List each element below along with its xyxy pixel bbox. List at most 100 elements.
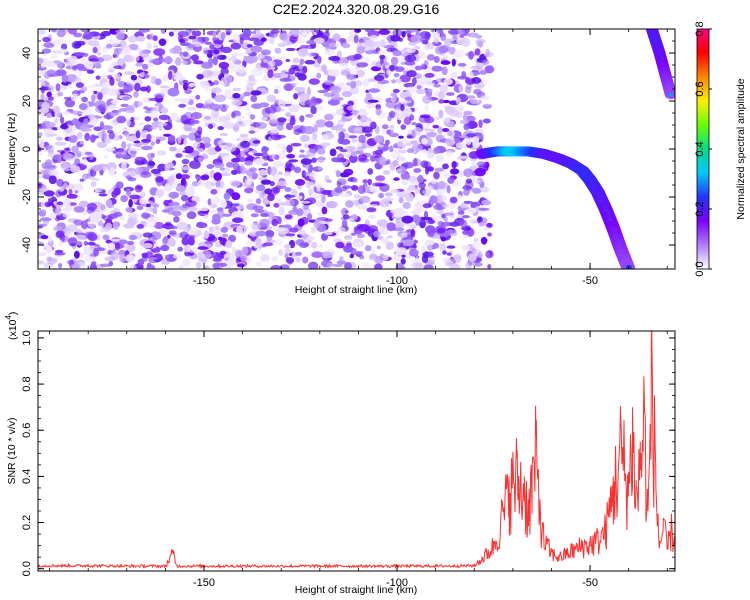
noise-speckle <box>404 96 413 101</box>
noise-speckle <box>74 234 87 240</box>
noise-speckle <box>204 41 212 45</box>
noise-speckle <box>441 66 448 76</box>
noise-speckle <box>44 245 53 254</box>
noise-speckle <box>186 211 197 220</box>
noise-speckle <box>311 251 324 258</box>
noise-speckle <box>219 167 225 171</box>
noise-speckle <box>395 102 402 112</box>
noise-speckle <box>188 35 197 40</box>
noise-speckle <box>357 145 364 153</box>
noise-speckle <box>450 168 460 175</box>
noise-speckle <box>144 116 152 122</box>
noise-speckle <box>468 207 477 214</box>
noise-speckle <box>157 150 167 156</box>
noise-speckle <box>321 206 328 215</box>
noise-speckle <box>447 120 455 127</box>
noise-speckle <box>155 188 165 197</box>
noise-speckle <box>121 141 127 150</box>
noise-speckle <box>79 103 88 111</box>
noise-speckle <box>155 139 161 145</box>
noise-speckle <box>251 67 263 76</box>
noise-speckle <box>406 70 417 78</box>
noise-speckle <box>127 143 132 149</box>
noise-speckle <box>407 184 416 192</box>
noise-speckle <box>207 49 213 54</box>
noise-speckle <box>284 163 296 171</box>
noise-speckle <box>50 54 58 60</box>
noise-speckle <box>88 113 96 121</box>
noise-speckle <box>90 181 97 188</box>
noise-speckle <box>227 261 237 266</box>
noise-speckle <box>131 217 139 225</box>
noise-speckle <box>366 207 377 213</box>
noise-speckle <box>177 135 182 144</box>
noise-speckle <box>48 73 59 77</box>
noise-speckle <box>54 252 66 256</box>
noise-speckle <box>89 263 97 269</box>
noise-speckle <box>83 247 89 252</box>
noise-speckle <box>416 85 422 90</box>
noise-speckle <box>317 156 325 163</box>
noise-speckle <box>219 172 232 177</box>
noise-speckle <box>270 29 280 34</box>
noise-speckle <box>283 171 291 177</box>
noise-speckle <box>159 85 170 89</box>
noise-speckle <box>478 40 484 48</box>
noise-speckle <box>473 88 482 95</box>
noise-speckle <box>44 201 52 208</box>
noise-speckle <box>328 42 339 48</box>
noise-speckle <box>142 200 155 207</box>
noise-speckle <box>219 133 229 136</box>
noise-speckle <box>468 71 474 79</box>
noise-speckle <box>482 103 493 107</box>
colorbar-tick-label: 0.2 <box>694 201 706 216</box>
noise-speckle <box>56 29 66 38</box>
noise-speckle <box>337 121 345 126</box>
noise-speckle <box>471 77 482 84</box>
noise-speckle <box>297 48 309 57</box>
noise-speckle <box>124 107 136 114</box>
noise-speckle <box>277 150 287 159</box>
noise-speckle <box>164 163 170 172</box>
noise-speckle <box>390 189 400 193</box>
noise-speckle <box>210 188 218 195</box>
noise-speckle <box>280 73 289 79</box>
noise-speckle <box>374 135 384 143</box>
noise-speckle <box>125 207 133 213</box>
noise-speckle <box>48 175 57 185</box>
noise-speckle <box>487 264 492 269</box>
noise-speckle <box>411 214 421 223</box>
noise-speckle <box>262 152 270 161</box>
noise-speckle <box>432 215 444 222</box>
noise-speckle <box>437 126 443 135</box>
noise-speckle <box>138 50 150 58</box>
noise-speckle <box>480 95 490 101</box>
noise-speckle <box>122 96 130 101</box>
noise-speckle <box>356 46 365 54</box>
noise-speckle <box>137 258 145 266</box>
noise-speckle <box>397 242 404 249</box>
noise-speckle <box>369 121 377 130</box>
noise-speckle <box>101 46 109 53</box>
noise-speckle <box>418 182 426 189</box>
noise-speckle <box>155 176 164 183</box>
noise-speckle <box>67 184 76 190</box>
noise-speckle <box>277 180 288 187</box>
noise-speckle <box>95 75 101 80</box>
noise-speckle <box>336 260 346 265</box>
noise-speckle <box>255 261 264 267</box>
noise-speckle <box>436 209 444 214</box>
noise-speckle <box>321 194 326 204</box>
noise-speckle <box>376 144 384 148</box>
noise-speckle <box>252 140 261 144</box>
noise-speckle <box>221 55 227 60</box>
noise-speckle <box>119 253 126 263</box>
noise-speckle <box>267 193 275 202</box>
noise-speckle <box>251 149 258 154</box>
noise-speckle <box>294 86 306 93</box>
noise-speckle <box>334 186 343 193</box>
noise-speckle <box>180 174 190 180</box>
noise-speckle <box>352 177 358 183</box>
noise-speckle <box>40 169 52 176</box>
noise-speckle <box>324 231 333 236</box>
